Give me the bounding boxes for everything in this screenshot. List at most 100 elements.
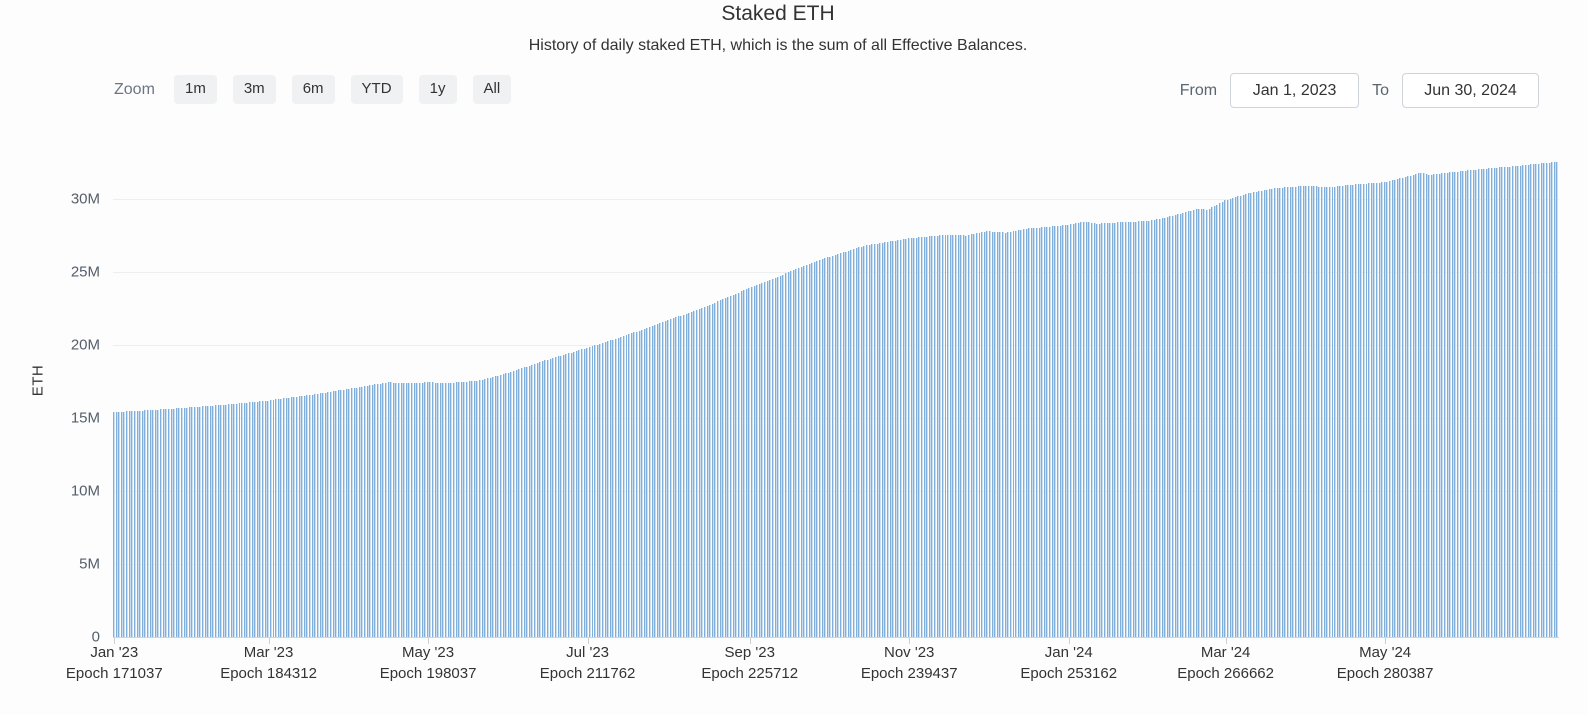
bar[interactable] — [337, 390, 340, 637]
bar[interactable] — [429, 382, 432, 637]
bar[interactable] — [1391, 180, 1394, 637]
bar[interactable] — [740, 291, 743, 637]
bar[interactable] — [664, 321, 667, 637]
bar[interactable] — [795, 269, 798, 637]
bar[interactable] — [1347, 185, 1350, 637]
bar[interactable] — [418, 382, 421, 637]
bar[interactable] — [1101, 223, 1104, 637]
bar[interactable] — [675, 317, 678, 637]
zoom-button-1y[interactable]: 1y — [418, 75, 457, 104]
bar[interactable] — [842, 252, 845, 637]
bar[interactable] — [672, 318, 675, 637]
bar[interactable] — [973, 233, 976, 637]
bar[interactable] — [931, 236, 934, 637]
bar[interactable] — [988, 231, 991, 637]
bar[interactable] — [685, 313, 688, 637]
bar[interactable] — [447, 382, 450, 637]
bar[interactable] — [330, 391, 332, 637]
bar[interactable] — [1117, 222, 1120, 637]
bar[interactable] — [735, 293, 738, 637]
bar[interactable] — [1172, 215, 1174, 637]
bar[interactable] — [1059, 225, 1062, 637]
bar[interactable] — [296, 396, 299, 637]
bar[interactable] — [1098, 223, 1101, 637]
bar[interactable] — [306, 395, 309, 637]
bar[interactable] — [241, 403, 244, 637]
bar[interactable] — [1375, 182, 1378, 637]
bar[interactable] — [968, 234, 971, 637]
bar[interactable] — [863, 245, 866, 637]
bar[interactable] — [460, 381, 463, 637]
bar[interactable] — [811, 263, 814, 637]
bar[interactable] — [1302, 186, 1305, 637]
bar[interactable] — [1498, 167, 1501, 637]
bar[interactable] — [1404, 177, 1407, 637]
bar[interactable] — [254, 401, 257, 637]
bar[interactable] — [1072, 223, 1075, 637]
bar[interactable] — [837, 254, 840, 637]
bar[interactable] — [1496, 167, 1499, 637]
bar[interactable] — [272, 399, 275, 637]
bar[interactable] — [858, 247, 861, 637]
bar[interactable] — [1349, 184, 1352, 637]
bar[interactable] — [1242, 194, 1245, 637]
bar[interactable] — [732, 294, 735, 637]
bar[interactable] — [1096, 223, 1099, 637]
bar[interactable] — [698, 308, 701, 637]
bar[interactable] — [280, 398, 283, 637]
bar[interactable] — [570, 352, 573, 637]
bar[interactable] — [131, 411, 134, 637]
bar[interactable] — [1088, 222, 1091, 637]
bar[interactable] — [782, 274, 785, 637]
bar[interactable] — [180, 407, 183, 637]
bar[interactable] — [1551, 162, 1554, 637]
bar[interactable] — [309, 394, 312, 637]
bar[interactable] — [505, 373, 508, 637]
bar[interactable] — [222, 404, 225, 637]
bar[interactable] — [518, 369, 521, 637]
bar[interactable] — [549, 358, 552, 637]
bar[interactable] — [332, 391, 335, 637]
bar[interactable] — [1234, 197, 1237, 637]
bar[interactable] — [133, 411, 136, 637]
zoom-button-ytd[interactable]: YTD — [350, 75, 403, 104]
bar[interactable] — [348, 388, 351, 637]
bar[interactable] — [965, 235, 968, 637]
bar[interactable] — [662, 322, 665, 637]
bar[interactable] — [515, 370, 518, 637]
bar[interactable] — [879, 243, 882, 637]
bar[interactable] — [541, 361, 544, 637]
bar[interactable] — [1281, 187, 1284, 637]
bar[interactable] — [669, 319, 672, 637]
bar[interactable] — [1383, 182, 1386, 637]
bar[interactable] — [1480, 169, 1483, 637]
bar[interactable] — [264, 400, 267, 637]
bar[interactable] — [766, 280, 769, 637]
bar[interactable] — [1362, 183, 1365, 637]
bar[interactable] — [1260, 190, 1263, 637]
bar[interactable] — [1525, 165, 1527, 637]
bar[interactable] — [900, 239, 903, 637]
bar[interactable] — [894, 240, 897, 637]
bar[interactable] — [643, 328, 646, 637]
bar[interactable] — [113, 412, 115, 637]
bar[interactable] — [327, 392, 330, 637]
bar[interactable] — [335, 390, 338, 637]
bar[interactable] — [1169, 216, 1172, 637]
bar[interactable] — [492, 377, 495, 637]
bar[interactable] — [1049, 226, 1052, 637]
bar[interactable] — [860, 246, 863, 637]
bar[interactable] — [727, 297, 730, 637]
bar[interactable] — [711, 303, 714, 637]
bar[interactable] — [696, 309, 699, 637]
bar[interactable] — [607, 341, 610, 637]
bar[interactable] — [1022, 229, 1025, 637]
bar[interactable] — [1399, 178, 1402, 637]
bar[interactable] — [123, 411, 126, 637]
bar[interactable] — [126, 411, 129, 637]
bar[interactable] — [209, 405, 212, 637]
bar[interactable] — [1080, 222, 1083, 637]
bar[interactable] — [1355, 184, 1358, 637]
bar[interactable] — [622, 336, 625, 637]
